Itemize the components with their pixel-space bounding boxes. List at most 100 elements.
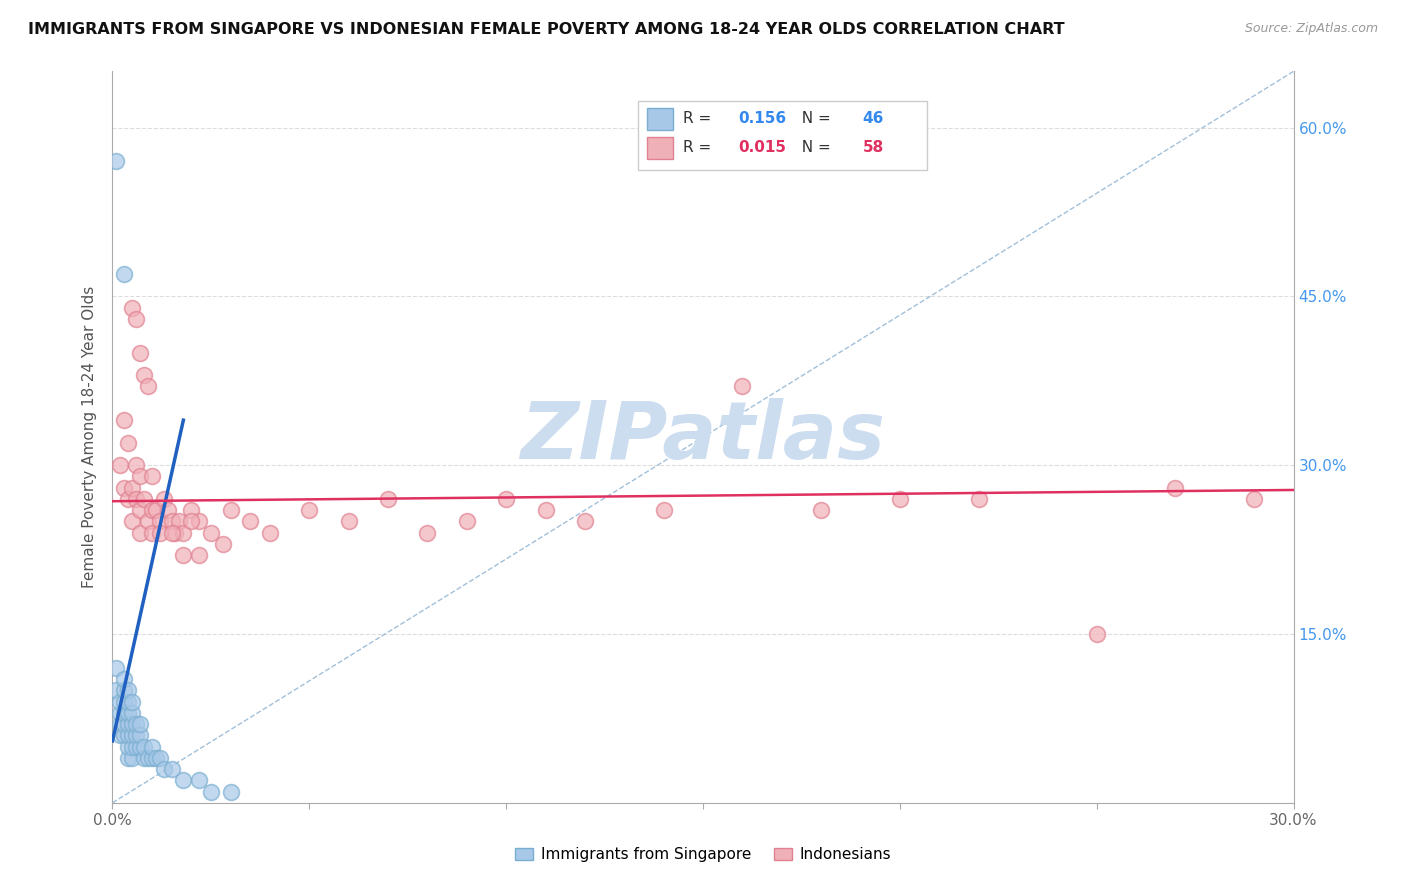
Point xyxy=(112,694,135,708)
Point xyxy=(110,458,132,473)
Point xyxy=(889,491,911,506)
Point xyxy=(172,525,194,540)
Point xyxy=(117,683,139,698)
Point xyxy=(121,706,143,720)
Point xyxy=(121,717,143,731)
Point xyxy=(117,435,139,450)
Point xyxy=(117,717,139,731)
Point xyxy=(141,503,163,517)
Point xyxy=(169,515,191,529)
Point xyxy=(125,717,148,731)
Text: ZIPatlas: ZIPatlas xyxy=(520,398,886,476)
Point xyxy=(112,728,135,742)
Point xyxy=(967,491,990,506)
Point xyxy=(200,525,222,540)
Point xyxy=(121,728,143,742)
Point xyxy=(416,525,439,540)
Point xyxy=(112,706,135,720)
Point xyxy=(112,267,135,281)
Point xyxy=(377,491,399,506)
Point xyxy=(125,458,148,473)
Point xyxy=(110,694,132,708)
Point xyxy=(136,751,159,765)
Point xyxy=(132,368,155,383)
Point xyxy=(129,717,152,731)
Point xyxy=(121,515,143,529)
Point xyxy=(129,728,152,742)
Point xyxy=(141,525,163,540)
Point xyxy=(105,154,128,169)
Point xyxy=(125,739,148,754)
Point xyxy=(160,515,183,529)
Point xyxy=(152,762,174,776)
Point xyxy=(121,739,143,754)
Point xyxy=(298,503,321,517)
Point xyxy=(132,751,155,765)
Point xyxy=(117,491,139,506)
Point xyxy=(574,515,596,529)
Point xyxy=(145,751,167,765)
Point xyxy=(110,728,132,742)
Text: R =: R = xyxy=(683,111,716,126)
Point xyxy=(112,413,135,427)
Point xyxy=(117,751,139,765)
Point xyxy=(188,548,211,562)
Point xyxy=(112,683,135,698)
Point xyxy=(456,515,478,529)
Point xyxy=(239,515,262,529)
Point xyxy=(810,503,832,517)
Point xyxy=(132,739,155,754)
Point xyxy=(160,762,183,776)
Point xyxy=(117,694,139,708)
Point xyxy=(136,515,159,529)
Text: IMMIGRANTS FROM SINGAPORE VS INDONESIAN FEMALE POVERTY AMONG 18-24 YEAR OLDS COR: IMMIGRANTS FROM SINGAPORE VS INDONESIAN … xyxy=(28,22,1064,37)
Point xyxy=(188,773,211,788)
Point xyxy=(652,503,675,517)
Point xyxy=(129,525,152,540)
Text: N =: N = xyxy=(792,140,835,155)
FancyBboxPatch shape xyxy=(648,137,673,159)
Point xyxy=(534,503,557,517)
Point xyxy=(152,491,174,506)
Point xyxy=(110,706,132,720)
Point xyxy=(1085,627,1108,641)
Point xyxy=(117,706,139,720)
Point xyxy=(129,469,152,483)
Point xyxy=(141,751,163,765)
Point xyxy=(495,491,517,506)
Point xyxy=(117,728,139,742)
Point xyxy=(145,503,167,517)
Point xyxy=(149,515,172,529)
Point xyxy=(112,717,135,731)
Text: 46: 46 xyxy=(862,111,884,126)
Text: R =: R = xyxy=(683,140,716,155)
Point xyxy=(125,491,148,506)
Point xyxy=(129,739,152,754)
Point xyxy=(149,525,172,540)
Point xyxy=(219,784,242,798)
Point xyxy=(129,503,152,517)
Point xyxy=(180,515,202,529)
Point xyxy=(259,525,281,540)
Text: 58: 58 xyxy=(862,140,884,155)
Point xyxy=(165,525,187,540)
Point xyxy=(121,481,143,495)
Point xyxy=(105,683,128,698)
Point xyxy=(105,661,128,675)
Point xyxy=(149,751,172,765)
Y-axis label: Female Poverty Among 18-24 Year Olds: Female Poverty Among 18-24 Year Olds xyxy=(82,286,97,588)
Point xyxy=(112,672,135,686)
Text: 0.156: 0.156 xyxy=(738,111,786,126)
Point xyxy=(188,515,211,529)
Point xyxy=(172,548,194,562)
Point xyxy=(121,301,143,315)
Point xyxy=(121,694,143,708)
Point xyxy=(172,773,194,788)
Point xyxy=(200,784,222,798)
Legend: Immigrants from Singapore, Indonesians: Immigrants from Singapore, Indonesians xyxy=(509,841,897,868)
Point xyxy=(125,728,148,742)
Point xyxy=(117,739,139,754)
Point xyxy=(121,751,143,765)
Point xyxy=(1243,491,1265,506)
Point xyxy=(219,503,242,517)
